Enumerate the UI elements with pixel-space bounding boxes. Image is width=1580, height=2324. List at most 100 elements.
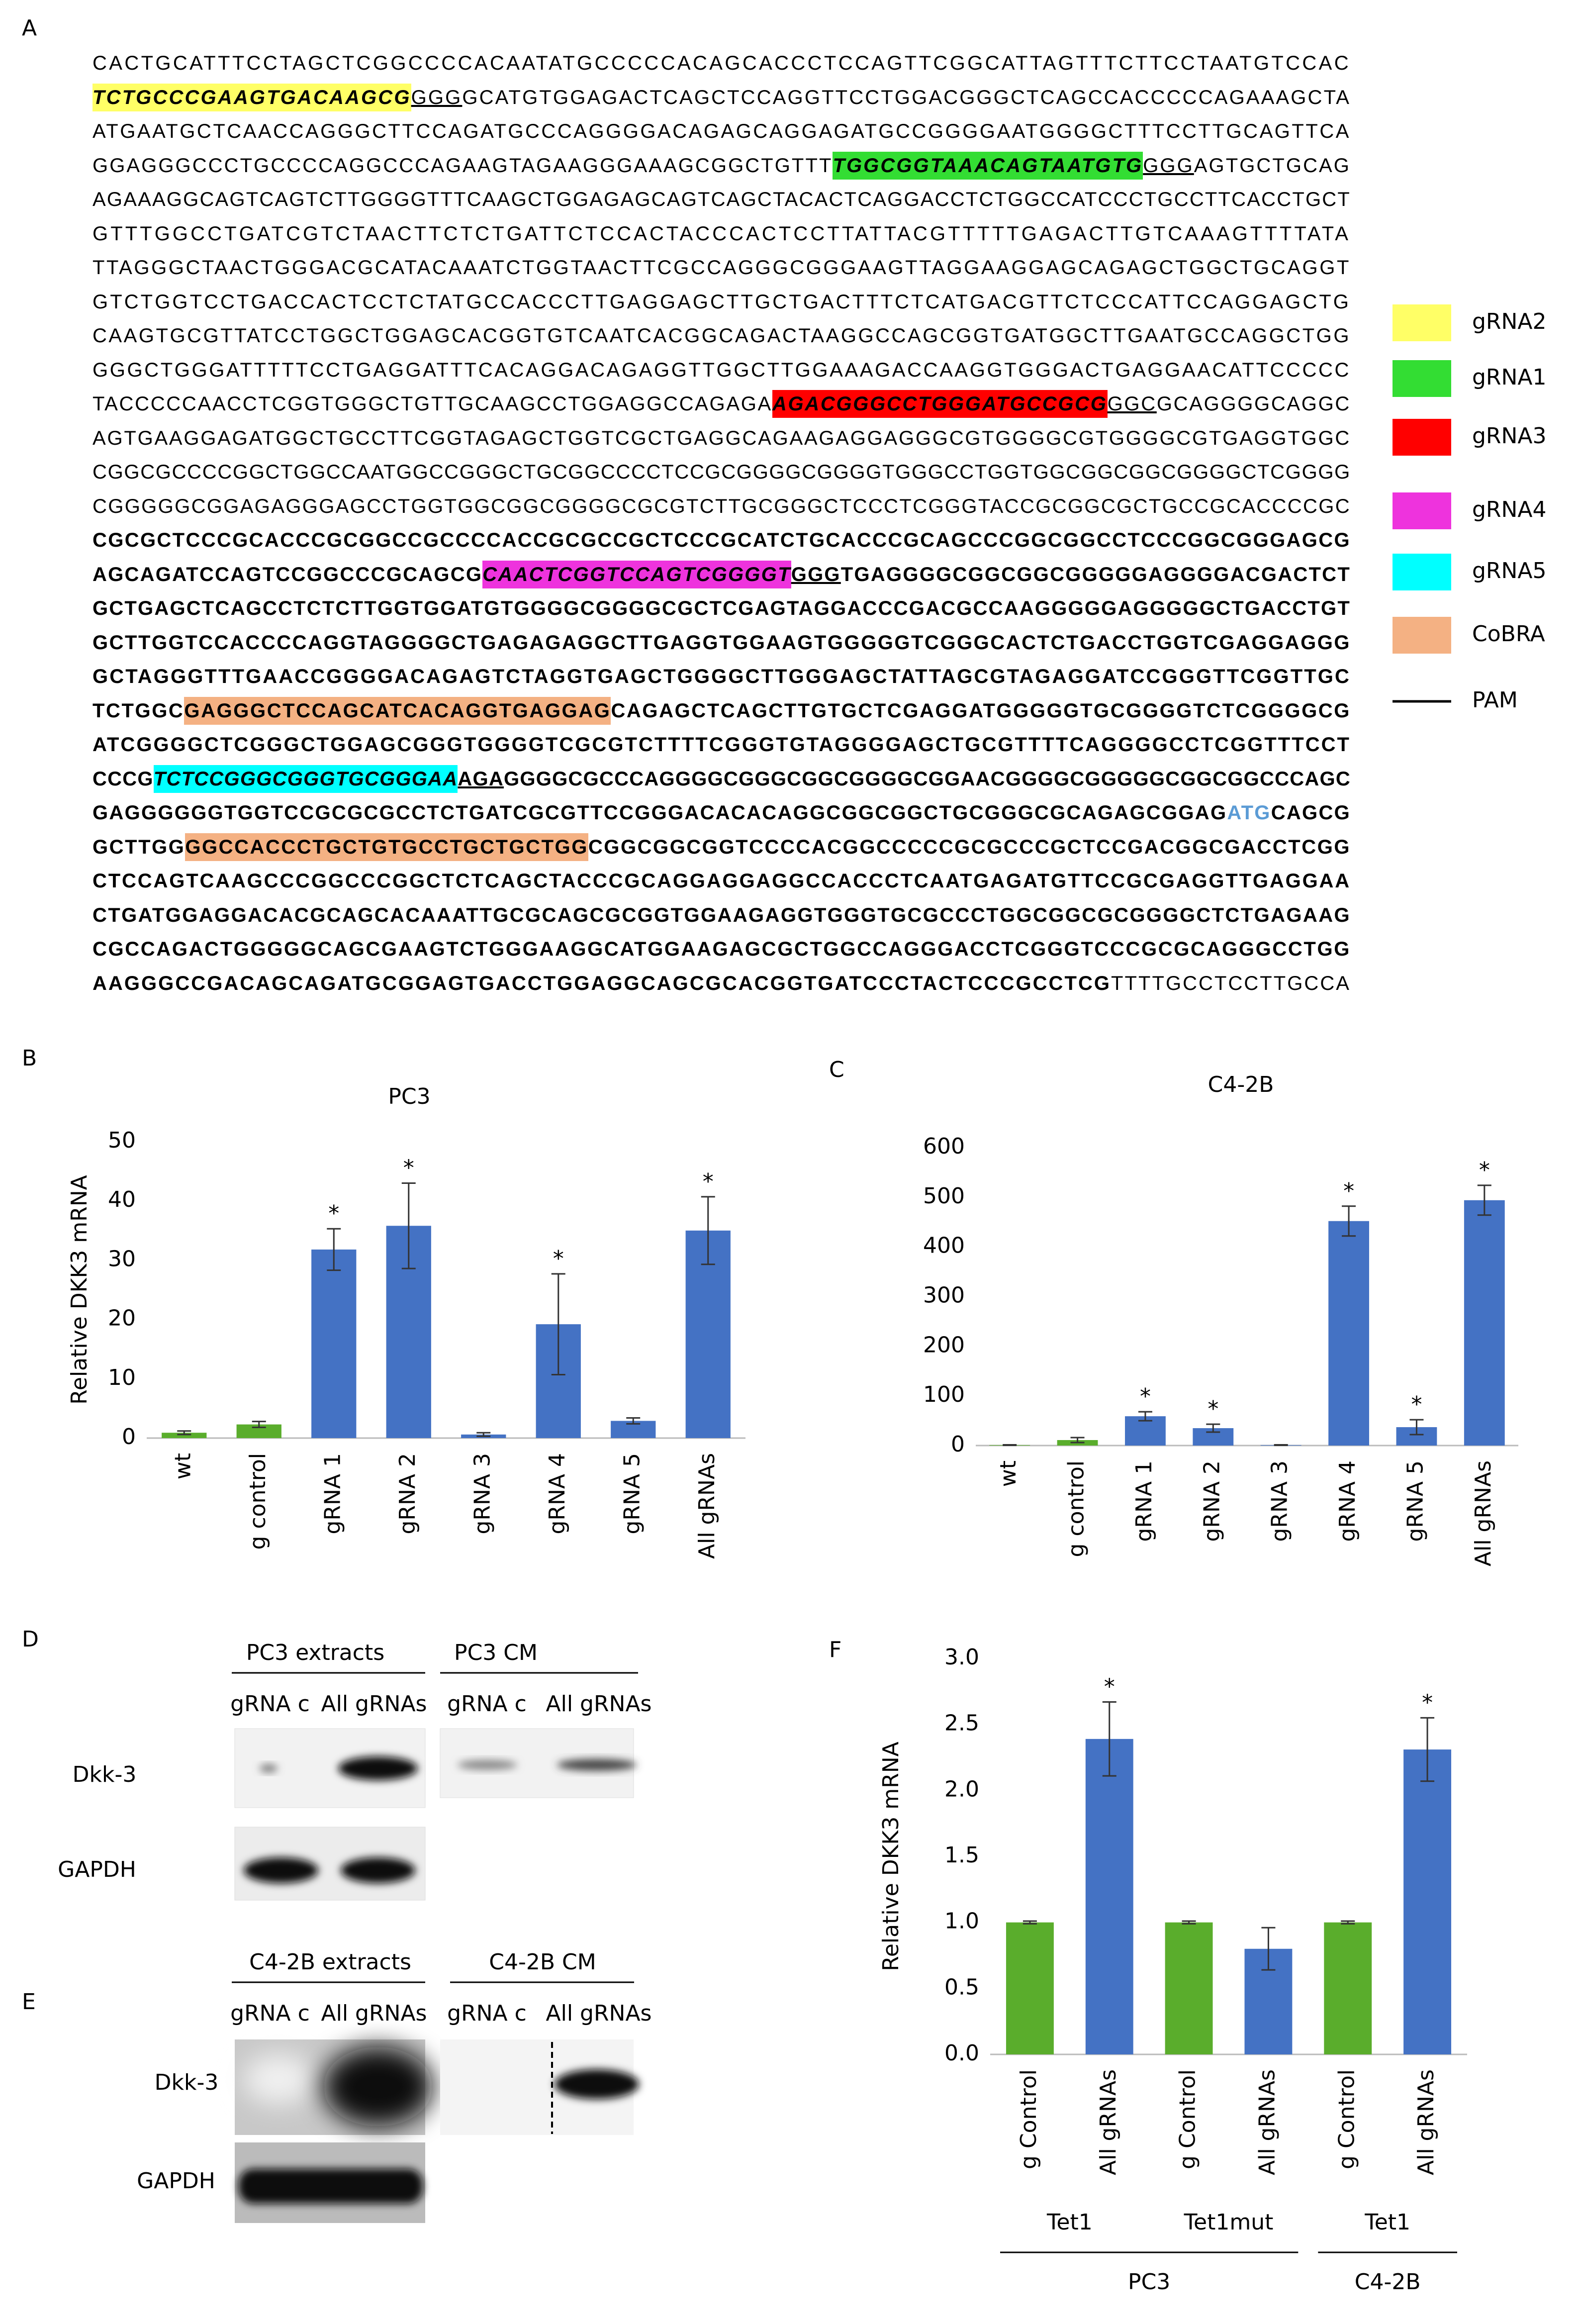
- sequence-line: CACTGCATTTCCTAGCTCGGCCCCACAATATGCCCCCACA…: [93, 46, 1351, 80]
- legend-swatch: [1393, 360, 1451, 397]
- highlighted-site: TGGCGGTAAACAGTAATGTG: [833, 151, 1143, 180]
- sequence-segment: GGGCTGGGATTTTTCCTGAGGATTTCACAGGACAGAGGTT…: [93, 359, 1351, 381]
- lane-label: All gRNAs: [546, 1691, 652, 1717]
- panel-label: A: [22, 15, 37, 41]
- sequence-segment: AGAAAGGCAGTCAGTCTTGGGGTTTCAAGCTGGAGAGCAG…: [93, 189, 1351, 210]
- lane-label: gRNA c: [230, 1691, 310, 1717]
- x-tick-label: All gRNAs: [1471, 1460, 1496, 1566]
- chart-title: PC3: [388, 1084, 430, 1109]
- x-tick-label: wt: [996, 1460, 1021, 1487]
- x-tick-label: wt: [170, 1453, 195, 1479]
- sequence-line: TCTGCCCGAAGTGACAAGCGGGGGCATGTGGAGACTCAGC…: [93, 81, 1351, 114]
- panel-label: D: [22, 1627, 39, 1652]
- legend-label: gRNA5: [1472, 558, 1547, 583]
- error-bar: [401, 1182, 416, 1269]
- sequence-segment: CGCGCTCCCGCACCCGCGGCCGCCCCACCGCGCCGCTCCC…: [93, 529, 1351, 551]
- sequence-line: GAGGGGGGTGGTCCGCGCGCCTCTGATCGCGTTCCGGGAC…: [93, 796, 1351, 830]
- sequence-line: GTCTGGTCCTGACCACTCCTCTATGCCACCCTTGAGGAGC…: [93, 285, 1351, 319]
- group-label: Tet1: [1364, 2210, 1410, 2235]
- error-bar: [1022, 1920, 1037, 1925]
- error-bar: [1206, 1423, 1220, 1433]
- error-bar: [1003, 1444, 1017, 1446]
- sequence-line: CGGCGCCCCGGCTGGCCAATGGCCGGGCTGCGGCCCCTCC…: [93, 455, 1351, 489]
- sequence-line: GCTTGGGGCCACCCTGCTGTGCCTGCTGCTGGCGGCGGCG…: [93, 830, 1351, 864]
- legend-label: PAM: [1472, 687, 1518, 713]
- highlighted-site: TCTCCGGGCGGGTGCGGGAA: [153, 765, 458, 793]
- y-tick-label: 0: [122, 1424, 136, 1450]
- sequence-segment: CGGGGGCGGAGAGGGAGCCTGGTGGCGGCGGGGCGCGTCT…: [93, 495, 1351, 517]
- sequence-line: CGCGCTCCCGCACCCGCGGCCGCCCCACCGCGCCGCTCCC…: [93, 523, 1351, 557]
- sequence-segment: CGGCGCCCCGGCTGGCCAATGGCCGGGCTGCGGCCCCTCC…: [93, 461, 1351, 483]
- significance-mark: *: [1104, 1674, 1115, 1700]
- sequence-segment: TTTTGCCTCCTTGCCA: [1111, 972, 1351, 994]
- sequence-segment: CGCCAGACTGGGGGCAGCGAAGTCTGGGAAGGCATGGAAG…: [93, 938, 1351, 960]
- highlighted-site: TCTGCCCGAAGTGACAAGCG: [93, 83, 411, 111]
- bar: [311, 1249, 357, 1438]
- legend-label: gRNA3: [1472, 423, 1547, 449]
- significance-mark: *: [328, 1201, 339, 1226]
- legend-swatch: [1393, 492, 1451, 529]
- sequence-segment: CAAGTGCGTTATCCTGGCTGGAGCACGGTGTCAATCACGG…: [93, 325, 1351, 347]
- sequence-line: CTCCAGTCAAGCCCGGCCCGGCTCTCAGCTACCCGCAGGA…: [93, 864, 1351, 898]
- error-bar: [1341, 1920, 1355, 1925]
- sequence-segment: GAGGGGGGTGGTCCGCGCGCCTCTGATCGCGTTCCGGGAC…: [93, 802, 1227, 824]
- error-bar: [1261, 1927, 1276, 1971]
- y-tick-label: 100: [923, 1382, 965, 1407]
- x-tick-label: gRNA 5: [619, 1453, 645, 1535]
- group-label: Tet1: [1046, 2210, 1093, 2235]
- significance-mark: *: [703, 1169, 714, 1194]
- x-tick-label: All gRNAs: [1254, 2069, 1280, 2175]
- sequence-segment: CAGCG: [1271, 802, 1351, 824]
- sequence-segment: CTCCAGTCAAGCCCGGCCCGGCTCTCAGCTACCCGCAGGA…: [93, 870, 1351, 892]
- x-tick-label: gRNA 3: [1267, 1460, 1293, 1542]
- y-tick-label: 40: [108, 1187, 136, 1212]
- error-bar: [1420, 1717, 1435, 1782]
- x-tick-label: gRNA 3: [469, 1453, 495, 1535]
- sequence-segment: AGTGAAGGAGATGGCTGCCTTCGGTAGAGCTGGTCGCTGA…: [93, 427, 1351, 449]
- sequence-line: AGCAGATCCAGTCCGGCCCGCAGCGCAACTCGGTCCAGTC…: [93, 558, 1351, 591]
- sequence-segment: GCTTGG: [93, 836, 186, 858]
- x-tick-label: All gRNAs: [1096, 2069, 1121, 2175]
- panel-label: E: [22, 1989, 36, 2015]
- lane-label: gRNA c: [230, 2001, 310, 2026]
- sequence-segment: GTTTGGCCTGATCGTCTAACTTCTCTGATTCTCCACTACC…: [93, 222, 1351, 245]
- sequence-segment: GCAGGGGCAGGC: [1156, 393, 1351, 415]
- significance-mark: *: [1343, 1178, 1354, 1204]
- y-tick-label: 10: [108, 1365, 136, 1390]
- panel-label: B: [22, 1046, 37, 1071]
- sequence-line: TCTGGCGAGGGCTCCAGCATCACAGGTGAGGAGCAGAGCT…: [93, 694, 1351, 728]
- bar: [1006, 1922, 1054, 2054]
- sequence-line: GCTGAGCTCAGCCTCTCTTGGTGGATGTGGGGCGGGGCGC…: [93, 591, 1351, 625]
- y-tick-label: 0.0: [944, 2040, 979, 2066]
- x-tick-label: All gRNAs: [694, 1453, 720, 1559]
- y-axis-label: Relative DKK3 mRNA: [878, 1742, 904, 1971]
- sequence-segment: GGG: [411, 86, 463, 108]
- sequence-line: CGCCAGACTGGGGGCAGCGAAGTCTGGGAAGGCATGGAAG…: [93, 932, 1351, 966]
- x-tick-label: g Control: [1016, 2069, 1041, 2169]
- highlighted-site: GAGGGCTCCAGCATCACAGGTGAGGAG: [184, 696, 611, 725]
- sequence-line: GTTTGGCCTGATCGTCTAACTTCTCTGATTCTCCACTACC…: [93, 217, 1351, 251]
- sequence-line: ATCGGGGCTCGGGCTGGAGCGGGTGGGGTCGCGTCTTTTC…: [93, 728, 1351, 762]
- x-tick-label: g control: [245, 1453, 271, 1549]
- sequence-segment: GCTAGGGTTTGAACCGGGGACAGAGTCTAGGTGAGCTGGG…: [93, 666, 1351, 687]
- y-tick-label: 30: [108, 1246, 136, 1271]
- blot-header: C4-2B extracts: [249, 1949, 411, 1975]
- sequence-line: ATGAATGCTCAACCAGGGCTTCCAGATGCCCAGGGGACAG…: [93, 114, 1351, 148]
- sequence-segment: ATG: [1227, 802, 1271, 824]
- sequence-segment: AAGGGCCGACAGCAGATGCGGAGTGACCTGGAGGCAGCGC…: [93, 972, 1112, 994]
- error-bar: [1102, 1701, 1116, 1777]
- sequence-line: AGTGAAGGAGATGGCTGCCTTCGGTAGAGCTGGTCGCTGA…: [93, 421, 1351, 455]
- sequence-line: GGAGGGCCCTGCCCCAGGCCCAGAAGTAGAAGGGAAAGCG…: [93, 149, 1351, 183]
- bar: [162, 1433, 207, 1438]
- highlighted-site: AGACGGGCCTGGGATGCCGCG: [772, 390, 1108, 418]
- x-tick-label: g Control: [1175, 2069, 1201, 2169]
- group-label: C4-2B: [1355, 2269, 1421, 2295]
- bar: [1085, 1739, 1133, 2054]
- sequence-segment: CTGATGGAGGACACGCAGCACAAATTGCGCAGCGCGGTGG…: [93, 904, 1351, 926]
- bar: [1165, 1922, 1213, 2054]
- sequence-segment: TGAGGGGCGGCGGCGGGGGAGGGGACGACTCT: [840, 563, 1351, 585]
- sequence-line: CAAGTGCGTTATCCTGGCTGGAGCACGGTGTCAATCACGG…: [93, 319, 1351, 353]
- bar: [685, 1230, 731, 1438]
- row-label: GAPDH: [58, 1857, 136, 1882]
- legend-label: gRNA4: [1472, 497, 1547, 522]
